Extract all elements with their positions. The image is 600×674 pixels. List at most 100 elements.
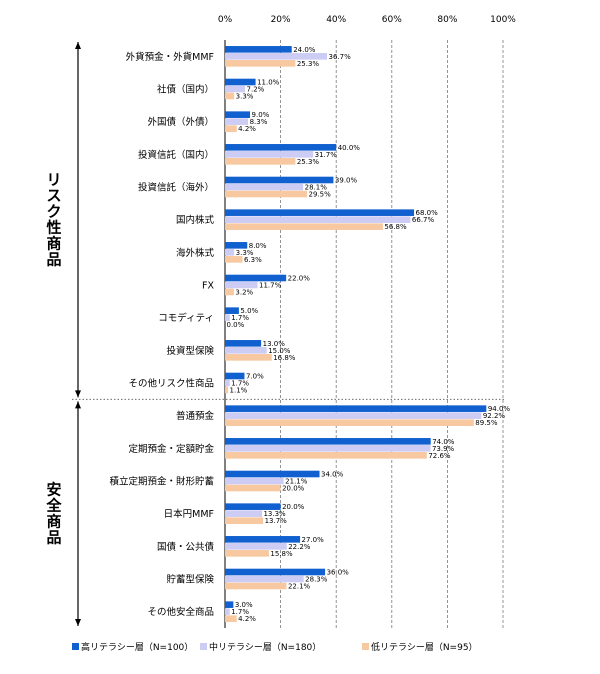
data-label: 13.7% — [265, 517, 288, 525]
data-label: 28.1% — [305, 184, 328, 192]
data-label: 72.6% — [428, 452, 451, 460]
bar — [225, 550, 269, 557]
data-label: 4.2% — [238, 615, 256, 623]
x-tick-label: 60% — [382, 15, 402, 25]
bar — [225, 85, 246, 93]
bar — [225, 78, 256, 86]
bar — [225, 209, 415, 216]
bar — [225, 256, 243, 263]
data-label: 0.0% — [227, 321, 245, 329]
bar — [225, 568, 326, 576]
data-label: 9.0% — [252, 111, 270, 119]
bar — [225, 176, 334, 184]
data-label: 25.3% — [297, 158, 320, 166]
data-label: 28.3% — [305, 576, 328, 584]
arrowhead — [75, 42, 81, 49]
data-label: 25.3% — [297, 60, 320, 68]
bar — [225, 125, 237, 132]
group-label-char: 全 — [45, 497, 62, 515]
data-label: 7.0% — [246, 373, 264, 381]
legend-swatch — [72, 643, 79, 650]
bar — [225, 223, 383, 230]
bar — [225, 151, 314, 158]
bar — [225, 340, 262, 347]
data-label: 31.7% — [315, 151, 338, 159]
bar — [225, 379, 230, 387]
category-label: その他リスク性商品 — [128, 378, 214, 390]
data-label: 1.7% — [231, 608, 249, 616]
arrowhead — [75, 401, 81, 409]
category-label: 日本円MMF — [164, 508, 214, 520]
category-label: 海外株式 — [176, 247, 215, 259]
bar — [225, 452, 427, 459]
data-label: 74.0% — [432, 438, 455, 446]
bar — [225, 477, 284, 485]
category-label: 投資信託（国内） — [138, 149, 214, 161]
data-label: 73.9% — [432, 445, 455, 453]
x-tick-label: 40% — [326, 15, 346, 25]
bar — [225, 575, 304, 583]
data-label: 39.0% — [335, 177, 358, 185]
data-label: 6.3% — [244, 256, 262, 264]
category-label: 外国債（外債） — [147, 116, 214, 128]
data-label: 11.0% — [257, 79, 280, 87]
category-label: 投資型保険 — [166, 345, 214, 357]
data-label: 89.5% — [475, 419, 498, 427]
group-label-char: ク — [46, 203, 61, 221]
data-label: 13.0% — [263, 340, 286, 348]
category-label: 外貨預金・外貨MMF — [126, 51, 214, 63]
bar — [225, 281, 258, 289]
category-label: 普通預金 — [176, 410, 215, 422]
x-tick-label: 20% — [271, 15, 291, 25]
data-label: 36.0% — [327, 569, 350, 577]
bar — [225, 347, 267, 354]
category-label: 積立定期預金・財形貯蓄 — [109, 476, 214, 488]
data-label: 13.3% — [263, 510, 286, 518]
bar — [225, 615, 237, 622]
data-label: 8.3% — [250, 118, 268, 126]
arrowhead — [75, 619, 81, 626]
data-label: 36.7% — [329, 53, 352, 61]
bar — [225, 158, 296, 165]
legend-swatch — [200, 643, 207, 650]
bar — [225, 118, 249, 125]
x-tick-label: 100% — [490, 15, 516, 25]
bar — [225, 405, 487, 412]
bar — [225, 372, 245, 380]
bar — [225, 190, 308, 198]
data-label: 3.3% — [236, 249, 254, 257]
group-label-char: 安 — [46, 481, 61, 499]
data-label: 22.2% — [288, 543, 311, 551]
bar — [225, 249, 235, 256]
arrowhead — [75, 390, 81, 398]
data-label: 4.2% — [238, 125, 256, 133]
data-label: 92.2% — [483, 412, 506, 420]
data-label: 3.0% — [235, 601, 253, 609]
bar — [225, 484, 281, 492]
data-label: 15.8% — [270, 550, 293, 558]
data-label: 56.8% — [384, 223, 407, 231]
legend-label: 高リテラシー層（N=100） — [81, 641, 193, 653]
category-label: 定期預金・定額貯金 — [128, 443, 214, 455]
bar — [225, 92, 235, 100]
bar — [225, 242, 248, 249]
data-label: 27.0% — [302, 536, 325, 544]
bar — [225, 419, 474, 426]
bar — [225, 354, 272, 361]
data-label: 20.0% — [282, 503, 305, 511]
bar — [225, 111, 251, 118]
bar — [225, 288, 234, 296]
legend-label: 中リテラシー層（N=180） — [209, 641, 321, 653]
data-label: 7.2% — [247, 86, 265, 94]
data-label: 15.0% — [268, 347, 291, 355]
bar — [225, 216, 411, 223]
data-label: 11.7% — [259, 282, 282, 290]
legend-label: 低リテラシー層（N=95） — [371, 641, 478, 653]
bar — [225, 543, 287, 550]
data-label: 66.7% — [412, 216, 435, 224]
group-label-char: リ — [46, 171, 61, 189]
bar — [225, 53, 328, 60]
bar — [225, 60, 296, 67]
category-label: 国債・公共債 — [157, 541, 215, 553]
